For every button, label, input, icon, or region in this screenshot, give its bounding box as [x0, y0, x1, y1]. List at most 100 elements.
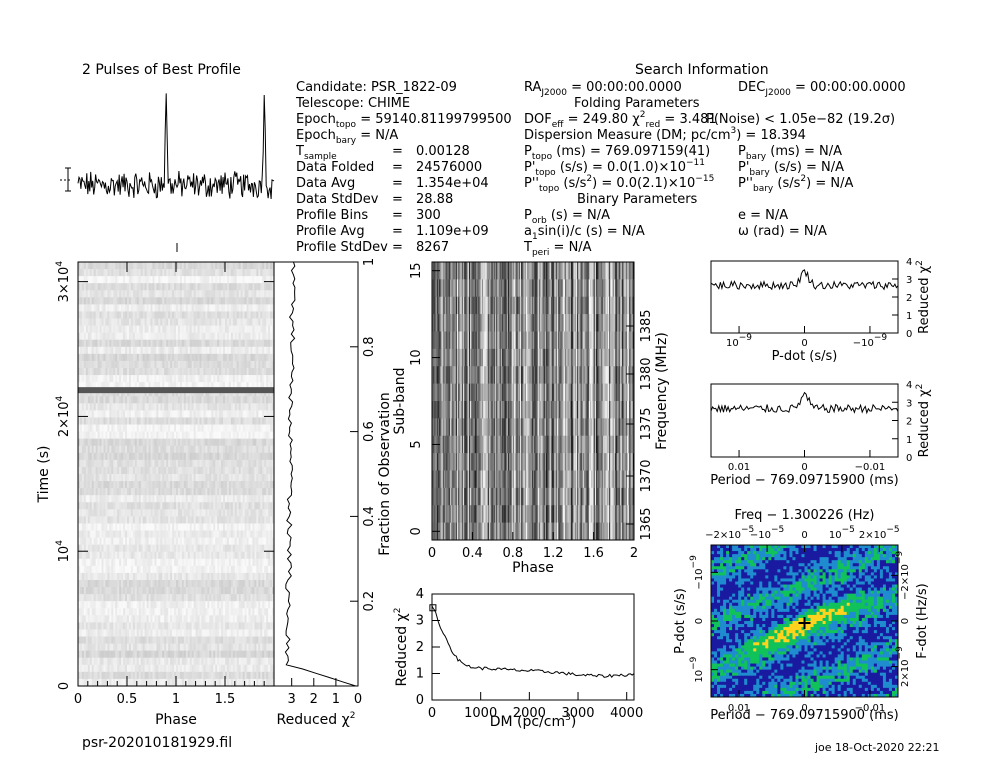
time-phase-cell: [179, 360, 183, 369]
time-phase-cell: [134, 375, 138, 383]
time-phase-cell: [270, 565, 273, 574]
time-phase-cell: [246, 587, 250, 595]
time-phase-cell: [99, 565, 103, 574]
time-phase-cell: [225, 530, 228, 539]
time-phase-cell: [258, 297, 261, 305]
time-phase-cell: [225, 565, 228, 574]
time-phase-cell: [97, 311, 101, 320]
time-phase-cell: [134, 304, 138, 313]
time-phase-cell: [85, 283, 89, 291]
time-phase-cell: [162, 537, 165, 546]
time-phase-cell: [195, 410, 199, 419]
time-phase-cell: [185, 580, 189, 588]
time-phase-cell: [256, 410, 259, 419]
time-phase-cell: [170, 297, 173, 305]
time-phase-cell: [170, 587, 173, 595]
time-phase-cell: [123, 304, 126, 313]
time-phase-cell: [266, 375, 269, 383]
time-phase-cell: [87, 523, 91, 532]
time-phase-cell: [85, 495, 89, 503]
time-phase-cell: [162, 339, 165, 348]
time-phase-cell: [81, 410, 85, 419]
time-phase-cell: [262, 523, 265, 532]
time-phase-cell: [217, 537, 220, 546]
time-phase-cell: [89, 339, 93, 348]
time-phase-cell: [256, 509, 259, 517]
time-phase-cell: [83, 459, 87, 468]
time-phase-cell: [179, 481, 183, 489]
time-phase-cell: [152, 283, 156, 291]
time-phase-cell: [158, 459, 161, 468]
time-phase-cell: [264, 580, 267, 588]
time-phase-cell: [97, 276, 101, 284]
time-phase-cell: [123, 410, 126, 419]
time-phase-cell: [246, 572, 250, 581]
time-phase-cell: [123, 474, 126, 482]
time-phase-cell: [209, 269, 212, 277]
time-phase-cell: [103, 544, 107, 553]
time-phase-cell: [260, 587, 263, 595]
time-phase-cell: [264, 572, 267, 581]
time-phase-cell: [146, 523, 150, 532]
time-phase-cell: [154, 318, 157, 327]
time-phase-cell: [219, 530, 222, 539]
time-phase-cell: [236, 523, 240, 532]
time-phase-cell: [248, 431, 252, 440]
time-phase-cell: [250, 580, 254, 588]
time-phase-cell: [181, 290, 185, 298]
time-phase-cell: [217, 403, 220, 411]
time-phase-cell: [127, 601, 130, 609]
time-phase-cell: [197, 417, 201, 426]
epoch-topo-line: Epochtopo = 59140.81199799500: [296, 112, 512, 130]
time-phase-cell: [191, 262, 195, 270]
time-phase-cell: [134, 572, 138, 581]
time-phase-cell: [226, 304, 230, 313]
time-phase-cell: [199, 297, 203, 305]
time-phase-cell: [128, 262, 132, 270]
time-phase-cell: [87, 290, 91, 298]
time-phase-cell: [113, 360, 116, 369]
time-phase-cell: [209, 311, 212, 320]
time-phase-cell: [217, 304, 220, 313]
time-phase-cell: [238, 424, 242, 433]
time-phase-cell: [125, 488, 128, 496]
time-phase-cell: [109, 594, 112, 602]
time-phase-cell: [83, 551, 87, 560]
time-phase-cell: [152, 488, 156, 496]
time-phase-cell: [248, 537, 252, 546]
time-phase-cell: [172, 424, 175, 433]
time-phase-cell: [262, 396, 265, 404]
time-phase-cell: [142, 339, 146, 348]
time-phase-cell: [154, 325, 157, 334]
time-phase-cell: [154, 495, 157, 503]
time-phase-cell: [79, 459, 83, 468]
time-phase-cell: [264, 488, 267, 496]
time-phase-cell: [199, 290, 203, 298]
time-phase-cell: [258, 290, 261, 298]
time-phase-cell: [183, 318, 187, 327]
telescope-line: Telescope: CHIME: [296, 96, 411, 111]
time-phase-cell: [181, 516, 185, 525]
time-phase-cell: [93, 403, 97, 411]
time-phase-cell: [172, 368, 175, 376]
time-phase-cell: [258, 452, 261, 461]
time-phase-cell: [213, 466, 216, 475]
time-phase-cell: [123, 502, 126, 510]
time-phase-cell: [179, 551, 183, 560]
time-phase-cell: [205, 375, 208, 383]
time-phase-cell: [176, 601, 179, 609]
time-phase-cell: [199, 368, 203, 376]
time-phase-cell: [191, 594, 195, 602]
time-phase-cell: [230, 502, 234, 510]
time-phase-cell: [217, 410, 220, 419]
time-phase-cell: [232, 572, 236, 581]
time-phase-cell: [146, 311, 150, 320]
time-phase-cell: [121, 488, 124, 496]
time-phase-cell: [166, 587, 169, 595]
time-phase-cell: [144, 304, 148, 313]
time-phase-cell: [230, 431, 234, 440]
time-phase-cell: [105, 466, 108, 475]
time-phase-cell: [83, 474, 87, 482]
time-phase-cell: [236, 495, 240, 503]
time-phase-cell: [121, 396, 124, 404]
